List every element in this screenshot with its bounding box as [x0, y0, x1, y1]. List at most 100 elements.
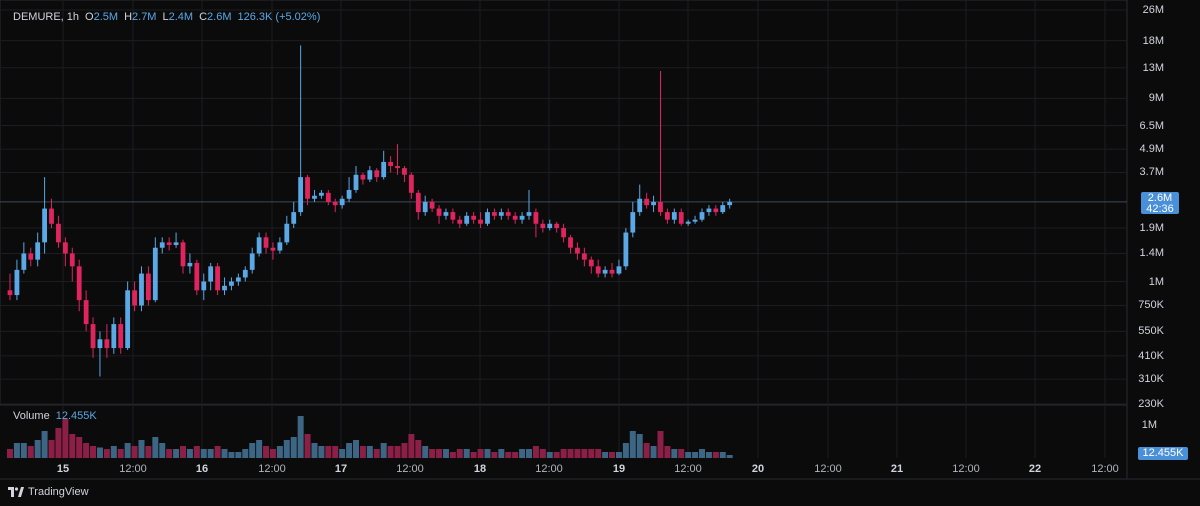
volume-bar — [269, 449, 276, 458]
volume-bar — [595, 449, 602, 458]
change-value: 126.3K (+5.02%) — [237, 11, 321, 23]
volume-bar — [588, 449, 595, 458]
candle-body — [215, 266, 220, 291]
candle-body — [713, 208, 719, 213]
candle-body — [35, 242, 41, 260]
volume-bar — [726, 455, 733, 458]
candle-body — [291, 212, 297, 224]
volume-bar — [214, 446, 221, 458]
volume-bar — [470, 452, 477, 458]
volume-bar — [242, 449, 249, 458]
candle-body — [498, 212, 504, 216]
volume-label[interactable]: Volume — [13, 410, 50, 422]
volume-bar — [166, 449, 173, 458]
candle-body — [658, 201, 663, 213]
volume-bar — [48, 440, 55, 458]
volume-bar — [353, 440, 359, 458]
volume-bar — [332, 446, 339, 458]
volume-bar — [283, 440, 290, 458]
volume-bar — [491, 452, 498, 458]
candle-body — [568, 237, 573, 248]
volume-bar — [436, 449, 443, 458]
time-axis-label: 21 — [890, 463, 904, 475]
volume-bar — [263, 446, 270, 458]
volume-bar — [297, 416, 304, 458]
price-axis-label: 410K — [1138, 349, 1164, 362]
volume-bar — [117, 449, 124, 458]
candle-body — [637, 198, 643, 213]
price-axis-label: 230K — [1138, 398, 1164, 410]
candle-body — [505, 212, 511, 216]
price-axis-label: 1.9M — [1139, 222, 1164, 235]
candle-body — [519, 215, 525, 220]
candle-body — [478, 219, 483, 224]
volume-bar — [664, 446, 671, 458]
volume-bar — [366, 446, 373, 458]
volume-bar — [519, 449, 526, 458]
candle-body — [49, 208, 54, 224]
tradingview-logo-icon — [8, 487, 24, 497]
candle-body — [305, 177, 310, 199]
volume-bar — [27, 446, 34, 458]
price-axis-label: 1M — [1148, 275, 1164, 288]
price-axis-label: 4.9M — [1139, 143, 1164, 156]
candle-body — [727, 201, 733, 206]
volume-bar — [505, 452, 512, 458]
branding-text: TradingView — [28, 486, 89, 498]
volume-bar — [498, 449, 505, 458]
volume-bar — [615, 452, 622, 458]
volume-bar — [69, 434, 76, 458]
volume-tag: 12.455K — [1138, 447, 1188, 460]
last-price-value: 2.6M — [1147, 192, 1173, 204]
volume-bar — [429, 449, 436, 458]
candle-body — [644, 198, 650, 206]
candle-body — [28, 253, 34, 260]
candle-body — [111, 324, 117, 349]
volume-bar — [173, 449, 180, 458]
candle-body — [208, 266, 214, 282]
time-axis-label: 12:00 — [258, 463, 286, 475]
time-axis-label: 19 — [612, 463, 626, 475]
tradingview-branding[interactable]: TradingView — [8, 486, 89, 498]
volume-bar — [546, 452, 553, 458]
candle-body — [450, 212, 456, 220]
close-key: C — [199, 11, 208, 23]
candle-body — [242, 269, 248, 278]
candle-body — [249, 253, 255, 270]
candle-body — [146, 273, 151, 301]
candle-body — [325, 192, 331, 202]
volume-bar — [581, 449, 588, 458]
candle-body — [62, 242, 68, 254]
candle-body — [561, 228, 566, 238]
candle-body — [678, 212, 684, 224]
volume-bar — [41, 431, 48, 458]
volume-bar — [103, 449, 110, 458]
volume-bar — [380, 443, 387, 458]
candle-body — [367, 170, 373, 180]
candle-body — [270, 247, 276, 251]
volume-bar — [124, 443, 131, 458]
candle-body — [83, 300, 89, 325]
candle-body — [408, 174, 414, 193]
candle-body — [76, 266, 82, 301]
volume-bar — [131, 446, 138, 458]
candle-body — [588, 259, 594, 267]
volume-bar — [699, 449, 705, 458]
volume-legend: Volume 12.455K — [13, 410, 97, 422]
symbol-interval[interactable]: DEMURE, 1h — [13, 11, 80, 23]
volume-bar — [249, 443, 256, 458]
price-axis-label: 6.5M — [1139, 119, 1164, 132]
volume-bar — [560, 449, 567, 458]
candle-body — [125, 290, 131, 349]
low-value: 2.4M — [168, 11, 194, 23]
time-axis-label: 12:00 — [1091, 463, 1119, 475]
candle-body — [187, 262, 193, 267]
candle-body — [706, 208, 712, 213]
volume-bar — [276, 446, 283, 458]
volume-bar — [7, 449, 13, 458]
volume-bar — [180, 446, 186, 458]
candle-body — [166, 242, 172, 245]
volume-bar — [456, 449, 463, 458]
